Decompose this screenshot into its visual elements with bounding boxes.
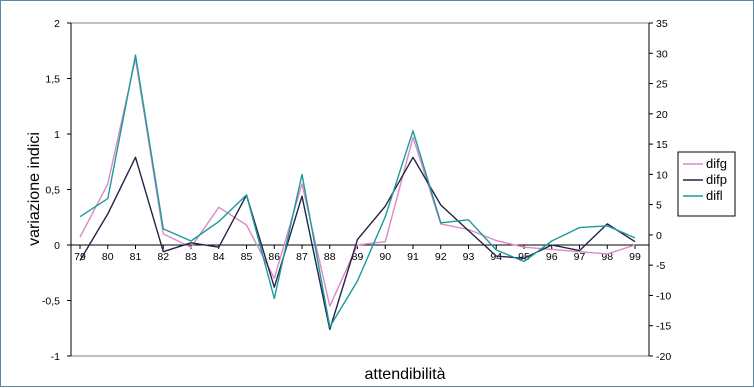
y-right-tick-label: -10 — [656, 290, 671, 302]
x-tick-label: 92 — [435, 251, 447, 263]
legend-label-difp: difp — [706, 172, 727, 187]
x-axis-title: attendibilità — [365, 366, 446, 383]
y-right-tick-label: -5 — [656, 260, 665, 272]
x-tick-label: 80 — [102, 251, 114, 263]
x-tick-label: 91 — [407, 251, 419, 263]
legend-label-difg: difg — [706, 156, 727, 171]
y-left-tick-label: -0,5 — [42, 296, 60, 308]
series-line-difl — [79, 54, 636, 328]
y-left-tick-label: 0,5 — [45, 185, 60, 197]
y-right-tick-label: 35 — [656, 18, 668, 30]
x-tick-label: 98 — [601, 251, 613, 263]
x-tick-label: 93 — [463, 251, 475, 263]
y-axis-title: variazione indici — [26, 132, 43, 246]
y-right-tick-label: 15 — [656, 139, 668, 151]
y-left-tick-label: 2 — [54, 18, 60, 30]
y-right-tick-label: 20 — [656, 109, 668, 121]
series-line-difp — [79, 156, 636, 331]
x-tick-label: 95 — [518, 251, 530, 263]
legend-label-difl: difl — [706, 188, 723, 203]
y-right-tick-label: 5 — [656, 200, 662, 212]
y-right-tick-label: 0 — [656, 230, 662, 242]
x-tick-label: 90 — [379, 251, 391, 263]
y-left-tick-label: 1 — [54, 129, 60, 141]
x-tick-label: 79 — [74, 251, 86, 263]
y-left-tick-label: 1,5 — [45, 74, 60, 86]
x-tick-label: 94 — [490, 251, 502, 263]
y-left-tick-label: 0 — [54, 240, 60, 252]
y-left-tick-label: -1 — [51, 351, 60, 363]
y-right-tick-label: -15 — [656, 321, 671, 333]
y-right-tick-label: 30 — [656, 48, 668, 60]
x-tick-label: 97 — [574, 251, 586, 263]
x-tick-label: 87 — [296, 251, 308, 263]
x-tick-label: 81 — [130, 251, 142, 263]
series-line-difg — [79, 57, 636, 307]
x-tick-label: 99 — [629, 251, 641, 263]
y-right-tick-label: -20 — [656, 351, 671, 363]
y-right-tick-label: 25 — [656, 79, 668, 91]
x-tick-label: 86 — [268, 251, 280, 263]
x-tick-label: 85 — [241, 251, 253, 263]
x-tick-label: 89 — [352, 251, 364, 263]
y-right-tick-label: 10 — [656, 169, 668, 181]
x-tick-label: 83 — [185, 251, 197, 263]
x-tick-label: 82 — [157, 251, 169, 263]
x-tick-label: 96 — [546, 251, 558, 263]
x-tick-label: 88 — [324, 251, 336, 263]
legend-box — [677, 151, 736, 217]
x-tick-label: 84 — [213, 251, 225, 263]
